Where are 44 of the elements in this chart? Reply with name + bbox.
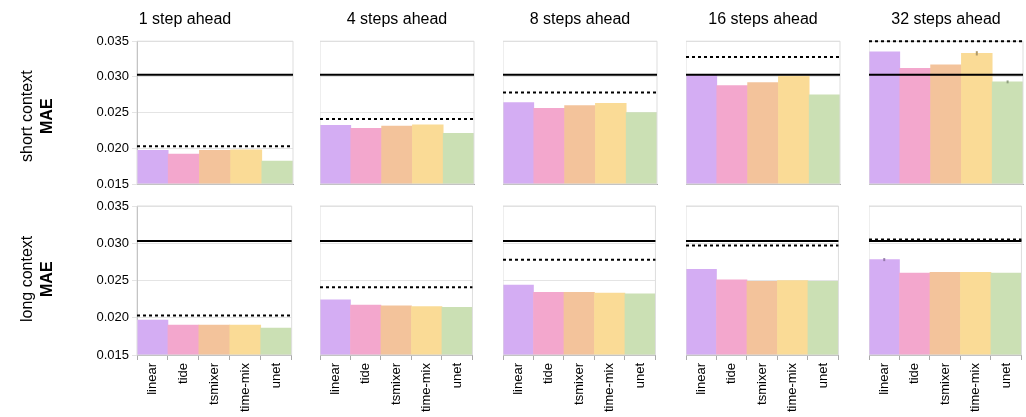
chart-title: 16 steps ahead <box>708 10 818 28</box>
y-tick-label: 0.015 <box>96 175 129 191</box>
x-tick-label: tide <box>357 363 373 384</box>
x-tick-label: unet <box>267 362 283 389</box>
text: long context <box>18 234 36 325</box>
text: short context <box>18 69 36 164</box>
x-tick-label: tsmixer <box>205 362 221 405</box>
y-tick-label: 0.025 <box>96 104 129 120</box>
y-tick-label: 0.030 <box>96 68 129 84</box>
y-axis-title: MAE <box>38 260 56 299</box>
y-axis-title: MAE <box>38 97 56 136</box>
x-tick-label: tide <box>723 363 739 384</box>
chart-title: 4 steps ahead <box>346 10 448 28</box>
x-tick-label: tide <box>540 363 556 384</box>
x-tick-label: tide <box>906 363 922 384</box>
y-tick-label: 0.015 <box>96 346 129 362</box>
x-tick-label: tsmixer <box>936 362 952 405</box>
x-tick-label: time-mix <box>236 362 252 413</box>
chart-title: 1 step ahead <box>138 10 232 28</box>
chart-title: 8 steps ahead <box>529 10 631 28</box>
x-tick-label: linear <box>144 362 160 395</box>
x-tick-label: time-mix <box>418 362 434 413</box>
x-tick-label: time-mix <box>601 362 617 413</box>
x-tick-label: unet <box>448 362 464 389</box>
x-tick-label: linear <box>326 362 342 395</box>
x-tick-label: time-mix <box>967 362 983 413</box>
x-tick-label: tsmixer <box>387 362 403 405</box>
x-tick-label: unet <box>631 362 647 389</box>
x-tick-label: linear <box>692 362 708 395</box>
x-tick-label: tsmixer <box>753 362 769 405</box>
y-tick-label: 0.020 <box>96 309 129 325</box>
chart-title: 32 steps ahead <box>891 10 1001 28</box>
x-tick-label: time-mix <box>784 362 800 413</box>
x-tick-label: unet <box>997 362 1013 389</box>
x-tick-label: unet <box>814 362 830 389</box>
y-tick-label: 0.035 <box>96 32 129 48</box>
x-tick-label: tsmixer <box>570 362 586 405</box>
y-tick-label: 0.030 <box>96 234 129 250</box>
x-tick-label: linear <box>875 362 891 395</box>
y-tick-label: 0.035 <box>96 197 129 213</box>
x-tick-label: tide <box>174 363 190 384</box>
y-tick-label: 0.020 <box>96 139 129 155</box>
y-tick-label: 0.025 <box>96 272 129 288</box>
x-tick-label: linear <box>509 362 525 395</box>
